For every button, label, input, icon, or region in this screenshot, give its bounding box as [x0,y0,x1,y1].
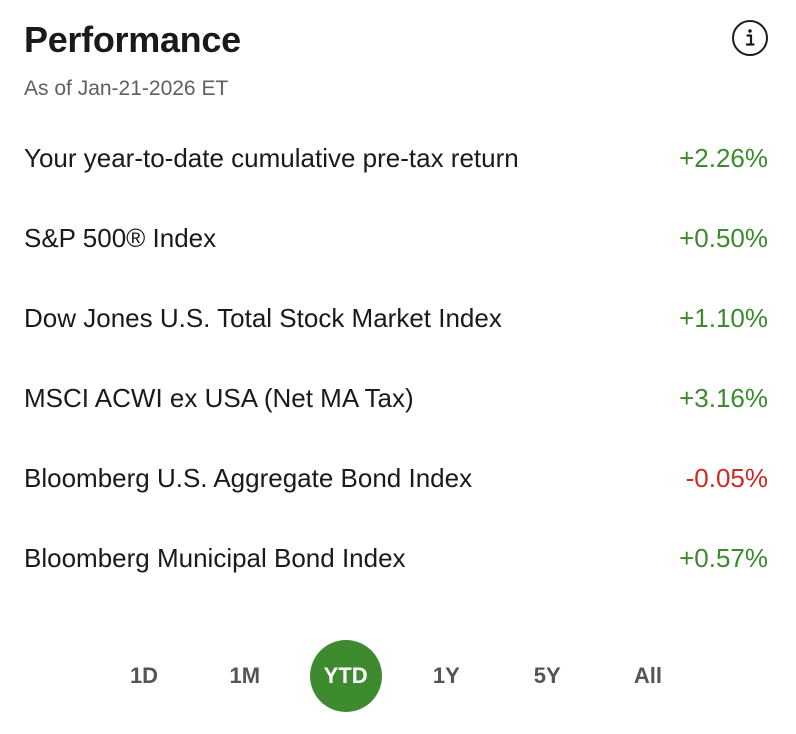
period-1y-button[interactable]: 1Y [432,663,460,688]
period-all-button[interactable]: All [633,663,663,688]
performance-row-sp500: S&P 500® Index +0.50% [24,218,768,298]
row-value: +0.50% [679,223,768,253]
period-5y-button[interactable]: 5Y [533,663,561,688]
info-glyph [745,29,755,46]
row-value: +3.16% [679,383,768,413]
performance-row-msci-acwi: MSCI ACWI ex USA (Net MA Tax) +3.16% [24,378,768,458]
period-ytd-button[interactable]: YTD [309,640,382,712]
row-value: +2.26% [679,143,768,173]
period-1d-button[interactable]: 1D [129,663,159,688]
performance-row-bloomberg-municipal: Bloomberg Municipal Bond Index +0.57% [24,538,768,618]
row-label: Bloomberg Municipal Bond Index [24,543,406,573]
performance-header: Performance As of Jan-21-2026 ET [24,18,768,108]
row-value: -0.05% [685,463,768,493]
row-label: S&P 500® Index [24,223,217,253]
row-value: +0.57% [679,543,768,573]
as-of-date: As of Jan-21-2026 ET [24,77,229,100]
performance-row-dow-jones: Dow Jones U.S. Total Stock Market Index … [24,298,768,378]
row-label: Dow Jones U.S. Total Stock Market Index [24,303,502,333]
info-icon[interactable] [732,20,768,56]
row-value: +1.10% [679,303,768,333]
performance-list: Your year-to-date cumulative pre-tax ret… [24,138,768,618]
performance-row-bloomberg-aggregate: Bloomberg U.S. Aggregate Bond Index -0.0… [24,458,768,538]
period-selector: 1D 1M YTD 1Y 5Y All [108,640,684,712]
performance-row-your-return: Your year-to-date cumulative pre-tax ret… [24,138,768,218]
row-label: MSCI ACWI ex USA (Net MA Tax) [24,383,414,413]
row-label: Bloomberg U.S. Aggregate Bond Index [24,463,473,493]
page-title: Performance [24,19,241,60]
row-label: Your year-to-date cumulative pre-tax ret… [24,143,519,173]
period-1m-button[interactable]: 1M [229,663,261,688]
